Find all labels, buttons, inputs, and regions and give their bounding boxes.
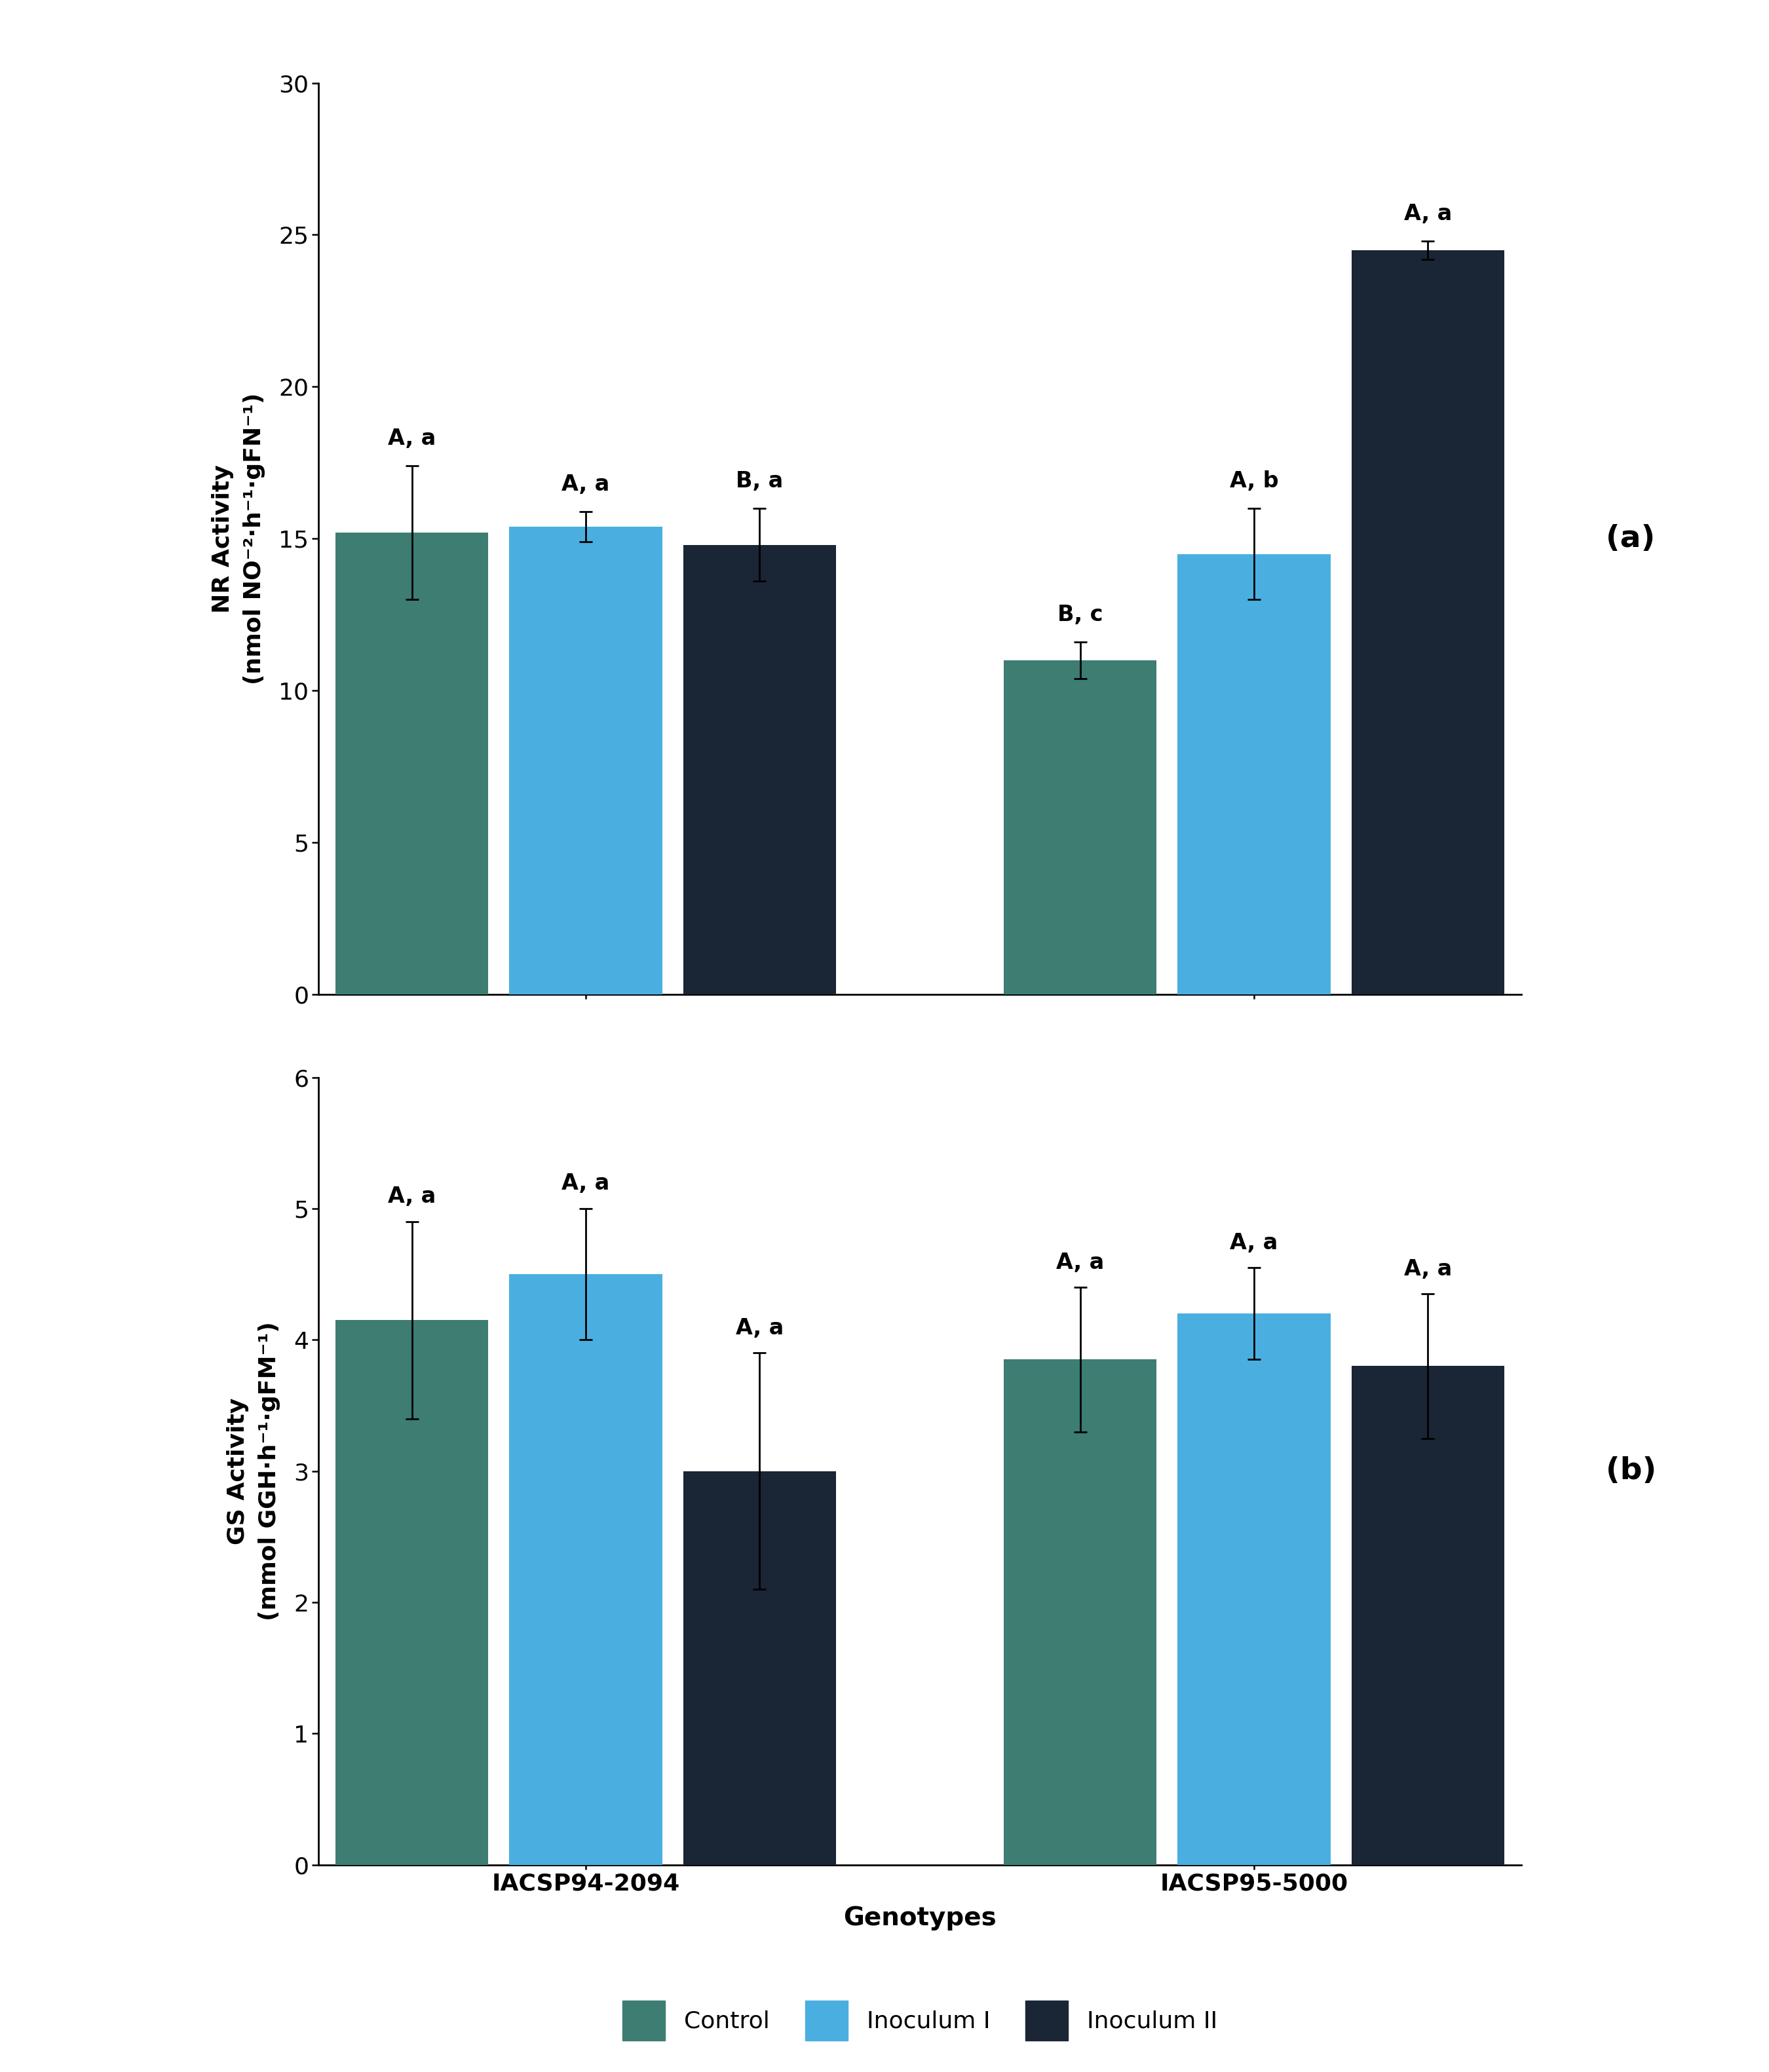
Bar <box>1352 1365 1504 1865</box>
Y-axis label: NR Activity
(nmol NO⁻²·h⁻¹·gFN⁻¹): NR Activity (nmol NO⁻²·h⁻¹·gFN⁻¹) <box>212 394 265 684</box>
Text: B, a: B, a <box>736 470 784 491</box>
Text: A, a: A, a <box>387 427 435 450</box>
Bar <box>1003 1359 1157 1865</box>
Text: A, a: A, a <box>736 1318 784 1339</box>
Bar <box>1178 553 1330 995</box>
Bar <box>1352 251 1504 995</box>
Text: (a): (a) <box>1606 524 1654 553</box>
Text: A, a: A, a <box>1405 1258 1452 1280</box>
Text: A, a: A, a <box>563 472 610 495</box>
Bar <box>336 533 488 995</box>
Text: A, a: A, a <box>563 1173 610 1193</box>
Bar <box>336 1320 488 1865</box>
Text: (b): (b) <box>1606 1457 1656 1486</box>
Text: A, a: A, a <box>387 1185 435 1208</box>
Bar <box>509 526 662 995</box>
Bar <box>1003 661 1157 995</box>
Text: A, a: A, a <box>1056 1251 1104 1272</box>
Bar <box>683 1471 837 1865</box>
Text: B, c: B, c <box>1058 605 1104 626</box>
Bar <box>683 545 837 995</box>
Y-axis label: GS Activity
(mmol GGH·h⁻¹·gFM⁻¹): GS Activity (mmol GGH·h⁻¹·gFM⁻¹) <box>226 1322 280 1620</box>
Legend: Control, Inoculum I, Inoculum II: Control, Inoculum I, Inoculum II <box>612 1991 1228 2049</box>
Text: A, a: A, a <box>1229 1233 1277 1254</box>
Bar <box>1178 1314 1330 1865</box>
Text: A, b: A, b <box>1229 470 1279 491</box>
Text: A, a: A, a <box>1405 203 1452 224</box>
Bar <box>509 1274 662 1865</box>
X-axis label: Genotypes: Genotypes <box>844 1906 996 1931</box>
